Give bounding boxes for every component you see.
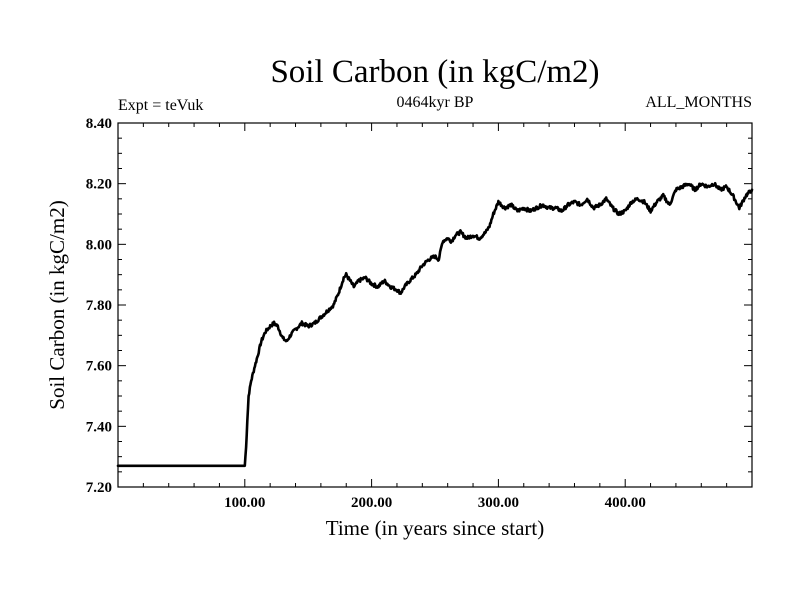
y-tick-label: 8.00 — [86, 237, 112, 253]
chart-title: Soil Carbon (in kgC/m2) — [270, 54, 599, 90]
y-axis-label: Soil Carbon (in kgC/m2) — [45, 200, 69, 409]
months-label: ALL_MONTHS — [645, 94, 752, 111]
plot-frame — [117, 122, 753, 488]
x-tick-label: 300.00 — [478, 495, 519, 511]
experiment-label: Expt = teVuk — [118, 97, 203, 114]
series-line — [116, 181, 754, 468]
y-tick-label: 8.20 — [86, 177, 112, 193]
y-tick-label: 7.60 — [86, 359, 112, 375]
y-tick-label: 8.40 — [86, 116, 112, 132]
x-axis-ticks: 100.00 200.00 300.00 400.00 — [117, 123, 753, 511]
y-tick-label: 7.20 — [86, 480, 112, 496]
x-tick-label: 100.00 — [224, 495, 265, 511]
x-axis-label: Time (in years since start) — [326, 516, 545, 540]
y-axis-ticks: 7.20 7.40 7.60 7.80 8.00 8.20 8.40 — [86, 116, 752, 496]
chart-subtitle: 0464kyr BP — [397, 94, 474, 111]
x-tick-label: 400.00 — [605, 495, 646, 511]
x-tick-label: 200.00 — [351, 495, 392, 511]
y-tick-label: 7.40 — [86, 419, 112, 435]
y-tick-label: 7.80 — [86, 298, 112, 314]
